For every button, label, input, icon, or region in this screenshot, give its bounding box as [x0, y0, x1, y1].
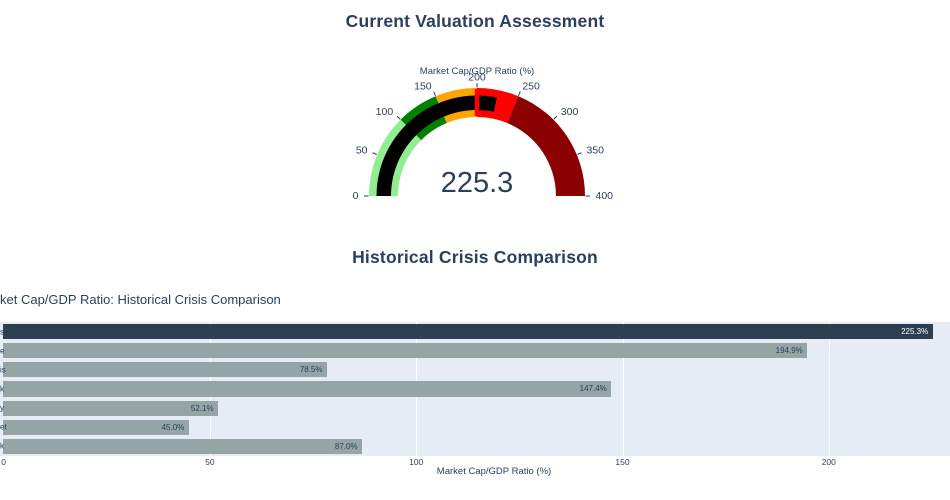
bar-chart-plot-area[interactable]: 225.3% s) 194.9% e 78.5% is 147.4% k 52.1% y 45.0%… [0, 322, 950, 456]
x-axis-title: Market Cap/GDP Ratio (%) [436, 466, 552, 477]
x-tick-label-100: 100 [409, 457, 424, 467]
gauge-tick-label: 100 [376, 106, 394, 118]
gauge-tick-label: 0 [353, 190, 359, 202]
bar-row-6[interactable] [3, 438, 362, 454]
bar-row-5[interactable] [3, 419, 189, 435]
bar-row-3[interactable] [3, 381, 612, 397]
gauge-tick-mark [518, 91, 521, 96]
y-axis-label-fragment-3: k [0, 384, 4, 394]
gridline-x-200 [828, 322, 830, 456]
gauge-tick-label: 350 [586, 144, 604, 156]
y-axis-label-fragment-0: s) [0, 327, 7, 337]
gridline-x-150 [622, 322, 624, 456]
gauge-tick-mark [372, 152, 377, 155]
x-tick-label-200: 200 [821, 457, 836, 467]
y-axis-label-fragment-4: y [0, 403, 4, 413]
gauge-step-band-4 [507, 96, 585, 196]
bar-value-label-1: 194.9% [775, 346, 803, 356]
bar-value-label-2: 78.5% [299, 365, 323, 375]
y-axis-label-fragment-1: e [0, 346, 5, 356]
gauge-tick-label: 200 [468, 71, 486, 83]
x-tick-label-0: 0 [1, 457, 6, 467]
bar-row-4[interactable] [3, 400, 218, 416]
gauge-tick-label: 300 [561, 106, 579, 118]
y-axis-label-fragment-2: is [0, 365, 6, 375]
y-axis-label-fragment-5: et [0, 422, 7, 432]
bar-value-label-0: 225.3% [901, 327, 929, 336]
gauge-tick-label: 150 [414, 80, 432, 92]
x-tick-label-150: 150 [615, 457, 630, 467]
bar-value-label-6: 87.0% [334, 441, 358, 451]
section-title-current-valuation: Current Valuation Assessment [345, 11, 605, 31]
gauge-tick-label: 250 [522, 80, 540, 92]
gauge-tick-mark [433, 91, 436, 96]
gauge-tick-label: 400 [596, 190, 614, 202]
bar-row-2[interactable] [3, 362, 327, 378]
gauge-value-bar [376, 95, 497, 196]
gauge-value-number: 225.3 [441, 167, 514, 199]
gauge-title: Market Cap/GDP Ratio (%) [420, 66, 534, 77]
section-title-historical-crisis: Historical Crisis Comparison [352, 247, 598, 267]
bar-row-0[interactable] [3, 324, 933, 340]
gauge-tick-label: 50 [356, 144, 368, 156]
bar-value-label-5: 45.0% [161, 422, 185, 432]
bar-value-label-3: 147.4% [579, 384, 607, 394]
gauge-tick-mark [396, 115, 401, 120]
bar-row-1[interactable] [3, 343, 808, 359]
x-tick-label-50: 50 [205, 457, 215, 467]
bar-value-label-4: 52.1% [190, 403, 214, 413]
gauge-tick-mark [553, 115, 558, 120]
gauge-tick-mark [577, 152, 582, 155]
bar-chart-title: ket Cap/GDP Ratio: Historical Crisis Com… [0, 292, 281, 307]
y-axis-label-fragment-6: k [0, 441, 4, 451]
